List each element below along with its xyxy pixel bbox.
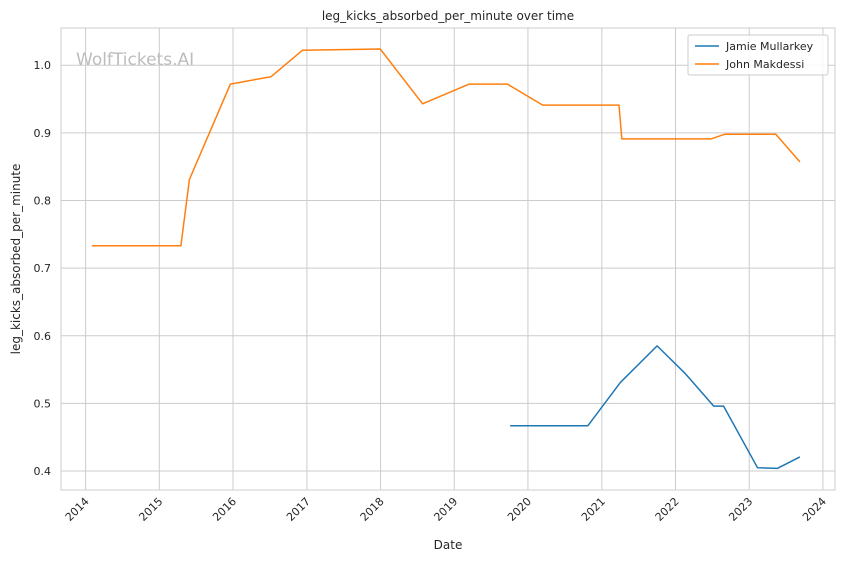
x-tick-label: 2022 xyxy=(653,495,682,524)
grid xyxy=(61,28,835,490)
y-tick-label: 0.7 xyxy=(34,262,52,275)
plot-frame xyxy=(60,27,836,491)
y-tick-label: 0.5 xyxy=(34,397,52,410)
legend-box xyxy=(687,34,829,76)
x-tick-label: 2014 xyxy=(63,495,92,524)
y-tick-label: 0.8 xyxy=(34,194,52,207)
y-axis-ticks: 0.4 0.5 0.6 0.7 0.8 0.9 1.0 xyxy=(34,59,52,478)
y-tick-label: 1.0 xyxy=(34,59,52,72)
chart-title: leg_kicks_absorbed_per_minute over time xyxy=(322,9,574,23)
watermark-text: WolfTickets.AI xyxy=(76,50,194,70)
series-line-1 xyxy=(510,345,801,470)
x-tick-label: 2020 xyxy=(505,495,534,524)
x-axis-ticks: 2014 2015 2016 2017 2018 2019 2020 2021 2022 2023… xyxy=(63,495,829,524)
x-tick-label: 2024 xyxy=(800,495,829,524)
x-tick-label: 2019 xyxy=(431,495,460,524)
x-tick-label: 2021 xyxy=(579,495,608,524)
legend: Jamie Mullarkey John Makdessi xyxy=(687,34,829,76)
series-lines xyxy=(91,48,801,470)
x-tick-label: 2016 xyxy=(210,495,239,524)
x-tick-label: 2015 xyxy=(136,495,165,524)
y-tick-label: 0.6 xyxy=(34,330,52,343)
x-tick-label: 2018 xyxy=(358,495,387,524)
legend-label: John Makdessi xyxy=(725,58,804,71)
legend-label: Jamie Mullarkey xyxy=(725,40,814,53)
x-axis-title: Date xyxy=(434,538,463,552)
y-tick-label: 0.4 xyxy=(34,465,52,478)
series-line-2 xyxy=(91,48,801,247)
y-tick-label: 0.9 xyxy=(34,127,52,140)
y-axis-title: leg_kicks_absorbed_per_minute xyxy=(9,164,23,355)
x-tick-label: 2023 xyxy=(726,495,755,524)
x-tick-label: 2017 xyxy=(284,495,313,524)
